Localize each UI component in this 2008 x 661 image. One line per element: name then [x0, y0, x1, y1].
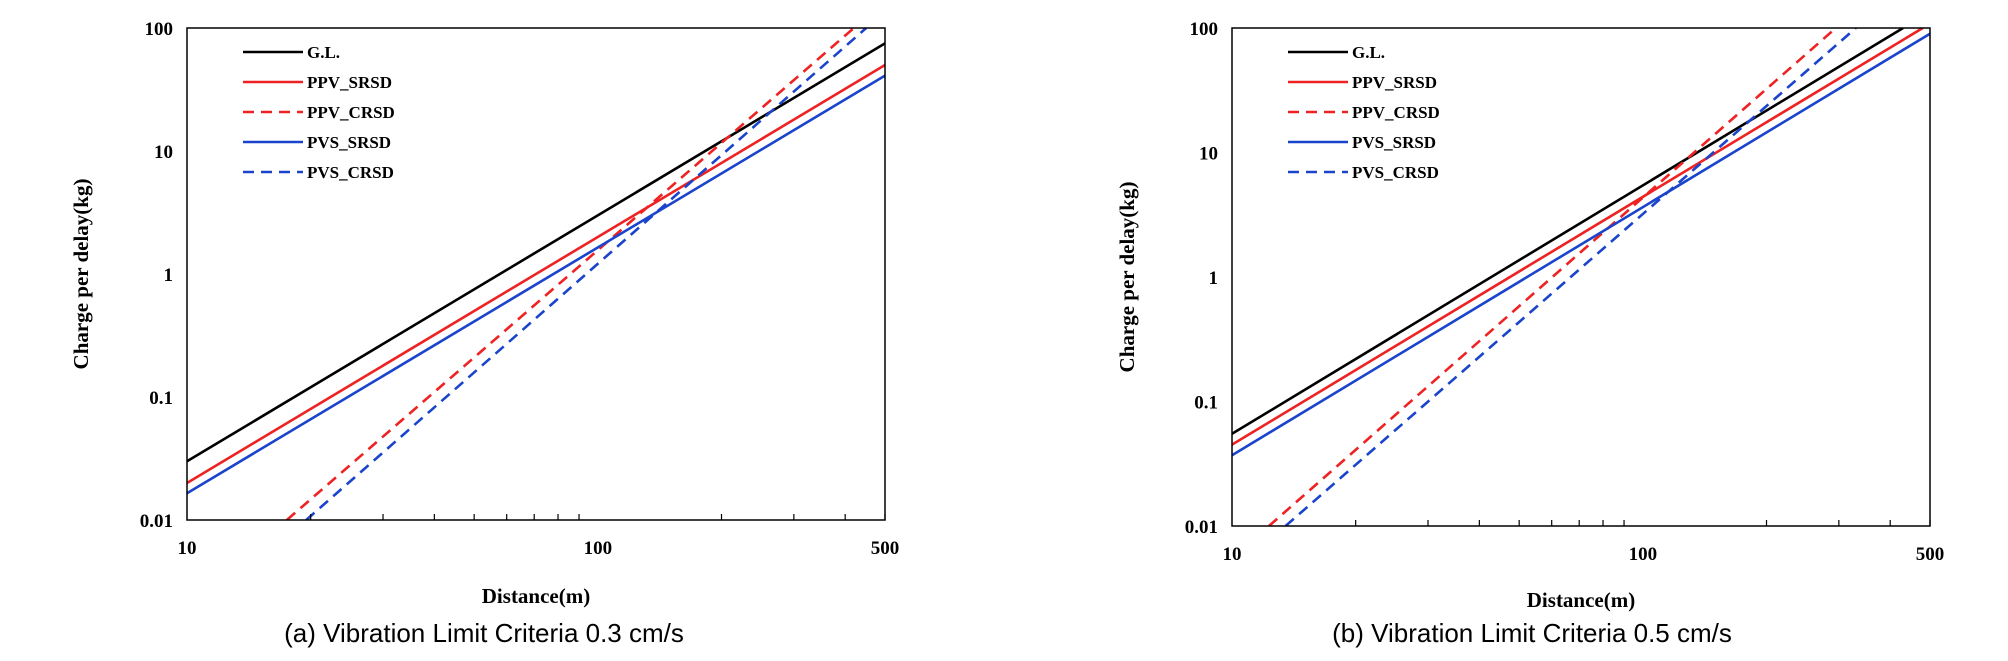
series-group [1232, 28, 1930, 526]
chart-b: 10 100 500 0.01 0.1 1 10 100 Distance(m) Charge p… [1115, 19, 1944, 648]
legend-label: PVS_CRSD [1352, 163, 1439, 182]
plot-frame [1231, 27, 1931, 527]
x-tick-label: 500 [871, 538, 900, 559]
y-tick-label: 0.01 [140, 511, 173, 532]
legend-label: PPV_SRSD [1352, 73, 1437, 92]
legend-label: PVS_SRSD [1352, 133, 1436, 152]
series-line-pvs-srsd [187, 74, 885, 495]
legend-label: G.L. [307, 43, 340, 62]
legend: G.L. PPV_SRSD PPV_CRSD PVS_SRSD PVS_CRSD [243, 43, 395, 182]
series-group [187, 28, 885, 520]
x-tick-label: 10 [1223, 544, 1242, 565]
legend: G.L. PPV_SRSD PPV_CRSD PVS_SRSD PVS_CRSD [1288, 43, 1440, 182]
series-line-ppv-crsd [285, 28, 855, 520]
x-tick-label: 10 [178, 538, 197, 559]
legend-label: PVS_CRSD [307, 163, 394, 182]
chart-caption: (a) Vibration Limit Criteria 0.3 cm/s [284, 618, 684, 648]
y-tick-label: 1 [1209, 268, 1219, 289]
chart-caption: (b) Vibration Limit Criteria 0.5 cm/s [1332, 618, 1732, 648]
y-tick-label: 10 [1199, 144, 1218, 165]
y-axis-label: Charge per delay(kg) [69, 179, 93, 370]
x-axis-label: Distance(m) [482, 584, 590, 608]
x-axis-label: Distance(m) [1527, 588, 1635, 612]
legend-label: G.L. [1352, 43, 1385, 62]
legend-label: PPV_CRSD [307, 103, 395, 122]
series-line-pvs-srsd [1232, 32, 1930, 457]
series-line-g-l- [1232, 28, 1904, 435]
x-tick-label: 100 [584, 538, 613, 559]
legend-label: PPV_CRSD [1352, 103, 1440, 122]
series-line-g-l- [187, 42, 885, 463]
y-tick-label: 1 [164, 265, 174, 286]
x-tick-label: 100 [1629, 544, 1658, 565]
plot-frame [186, 27, 886, 521]
y-axis-label: Charge per delay(kg) [1115, 182, 1139, 373]
y-tick-label: 10 [154, 142, 173, 163]
series-line-pvs-crsd [305, 28, 868, 520]
series-line-ppv-srsd [187, 63, 885, 485]
y-tick-label: 0.1 [1194, 393, 1218, 414]
y-tick-label: 0.01 [1185, 517, 1218, 538]
legend-label: PPV_SRSD [307, 73, 392, 92]
series-line-pvs-crsd [1284, 28, 1857, 526]
y-tick-label: 100 [145, 19, 174, 40]
y-tick-label: 100 [1190, 19, 1219, 40]
chart-a: 10 100 500 0.01 0.1 1 10 100 Distance(m) Charge p… [69, 19, 899, 648]
x-tick-label: 500 [1916, 544, 1945, 565]
y-tick-label: 0.1 [149, 388, 173, 409]
legend-label: PVS_SRSD [307, 133, 391, 152]
series-line-ppv-srsd [1232, 28, 1924, 446]
